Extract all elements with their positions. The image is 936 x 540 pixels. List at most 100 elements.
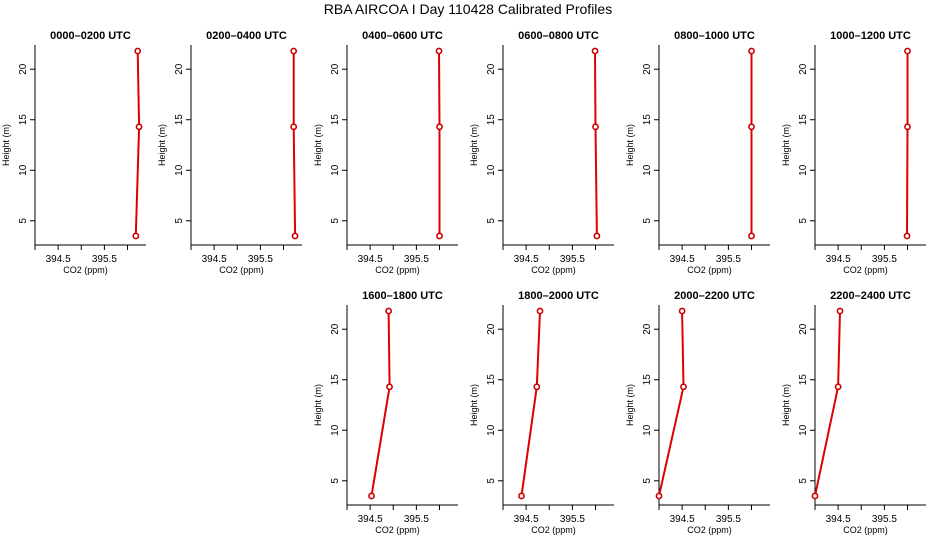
- y-tick-label: 20: [798, 63, 809, 75]
- x-tick-label: 395.5: [92, 254, 117, 265]
- data-point: [591, 47, 599, 55]
- x-axis-label: CO2 (ppm): [375, 265, 420, 275]
- profile-line: [438, 50, 441, 236]
- x-tick-label: 394.5: [202, 254, 227, 265]
- panel-title: 0000–0200 UTC: [50, 30, 131, 42]
- data-point: [655, 492, 663, 500]
- data-point: [291, 232, 299, 240]
- data-point: [536, 307, 544, 315]
- data-point: [290, 47, 298, 55]
- data-point: [593, 232, 601, 240]
- panel-title: 0400–0600 UTC: [362, 30, 443, 42]
- y-tick-label: 15: [798, 374, 809, 386]
- y-axis-label: Height (m): [313, 384, 323, 426]
- x-tick-label: 395.5: [716, 514, 741, 525]
- y-tick-label: 10: [486, 164, 497, 176]
- page-title: RBA AIRCOA I Day 110428 Calibrated Profi…: [323, 1, 613, 17]
- y-tick-label: 5: [330, 478, 341, 484]
- x-tick-label: 395.5: [716, 254, 741, 265]
- data-point: [678, 307, 686, 315]
- y-tick-label: 5: [486, 218, 497, 224]
- data-point: [836, 307, 844, 315]
- x-tick-label: 395.5: [872, 514, 897, 525]
- y-tick-label: 10: [330, 424, 341, 436]
- y-axis-label: Height (m): [469, 124, 479, 166]
- y-tick-label: 15: [486, 374, 497, 386]
- y-tick-label: 10: [18, 164, 29, 176]
- data-point: [680, 383, 687, 391]
- y-tick-label: 20: [486, 323, 497, 335]
- y-tick-label: 20: [330, 323, 341, 335]
- panel-title: 1600–1800 UTC: [362, 290, 443, 302]
- x-tick-label: 394.5: [46, 254, 71, 265]
- y-tick-label: 5: [174, 218, 185, 224]
- y-tick-label: 15: [642, 374, 653, 386]
- profile-line: [520, 310, 541, 497]
- x-axis-label: CO2 (ppm): [531, 525, 576, 535]
- x-tick-label: 395.5: [404, 514, 429, 525]
- y-tick-label: 20: [174, 63, 185, 75]
- y-tick-label: 20: [18, 63, 29, 75]
- y-axis-label: Height (m): [469, 384, 479, 426]
- data-point: [748, 232, 755, 240]
- data-point: [132, 232, 140, 240]
- y-axis-label: Height (m): [625, 384, 635, 426]
- y-tick-label: 20: [798, 323, 809, 335]
- data-point: [385, 307, 393, 315]
- panel-title: 0800–1000 UTC: [674, 30, 755, 42]
- data-point: [533, 383, 541, 391]
- x-tick-label: 395.5: [248, 254, 273, 265]
- profile-line: [594, 50, 598, 236]
- x-axis-label: CO2 (ppm): [63, 265, 108, 275]
- y-tick-label: 10: [330, 164, 341, 176]
- y-tick-label: 20: [642, 323, 653, 335]
- data-point: [436, 123, 443, 131]
- y-tick-label: 10: [798, 164, 809, 176]
- data-point: [748, 47, 755, 55]
- y-axis-label: Height (m): [157, 124, 167, 166]
- x-tick-label: 395.5: [872, 254, 897, 265]
- x-tick-label: 394.5: [826, 254, 851, 265]
- panel-title: 0200–0400 UTC: [206, 30, 287, 42]
- y-tick-label: 10: [642, 164, 653, 176]
- profile-line: [658, 310, 685, 497]
- y-tick-label: 15: [174, 114, 185, 126]
- y-tick-label: 5: [798, 478, 809, 484]
- y-tick-label: 15: [330, 114, 341, 126]
- y-tick-label: 20: [486, 63, 497, 75]
- y-tick-label: 15: [18, 114, 29, 126]
- data-point: [811, 492, 819, 500]
- profile-line: [292, 51, 297, 236]
- panel-title: 0600–0800 UTC: [518, 30, 599, 42]
- x-tick-label: 395.5: [560, 514, 585, 525]
- y-tick-label: 5: [486, 478, 497, 484]
- data-point: [368, 492, 375, 500]
- y-tick-label: 10: [642, 424, 653, 436]
- x-axis-label: CO2 (ppm): [687, 525, 732, 535]
- data-point: [290, 123, 298, 131]
- y-axis-label: Height (m): [625, 124, 635, 166]
- x-tick-label: 394.5: [826, 514, 851, 525]
- x-tick-label: 394.5: [670, 514, 695, 525]
- y-tick-label: 15: [798, 114, 809, 126]
- y-tick-label: 5: [798, 218, 809, 224]
- y-axis-label: Height (m): [781, 384, 791, 426]
- x-tick-label: 394.5: [514, 514, 539, 525]
- y-tick-label: 10: [798, 424, 809, 436]
- y-axis-label: Height (m): [313, 124, 323, 166]
- x-tick-label: 394.5: [358, 514, 383, 525]
- x-tick-label: 395.5: [560, 254, 585, 265]
- y-tick-label: 5: [18, 218, 29, 224]
- profile-line: [134, 50, 141, 236]
- y-tick-label: 15: [486, 114, 497, 126]
- data-point: [904, 47, 911, 55]
- x-axis-label: CO2 (ppm): [687, 265, 732, 275]
- profile-line: [370, 310, 391, 497]
- panel-title: 2000–2200 UTC: [674, 290, 755, 302]
- data-point: [903, 232, 911, 240]
